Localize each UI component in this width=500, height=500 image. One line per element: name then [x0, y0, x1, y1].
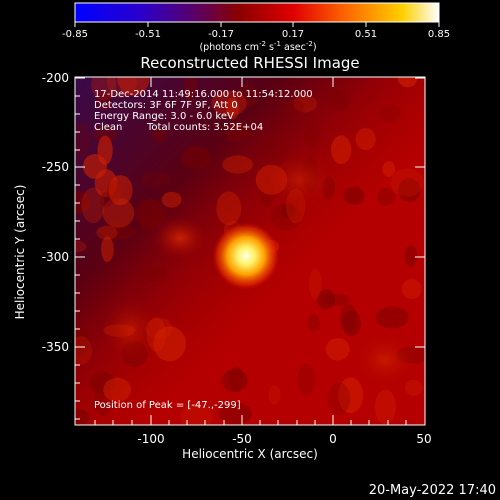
image-texture-blob: [81, 187, 105, 224]
energy-range-text: Energy Range: 3.0 - 6.0 keV: [94, 111, 234, 122]
colorbar-tick-label: -0.85: [62, 29, 88, 40]
image-texture-blob: [225, 121, 249, 142]
total-counts-text: Total counts: 3.52E+04: [146, 122, 263, 133]
image-texture-blob: [136, 199, 165, 229]
image-texture-blob: [397, 77, 418, 88]
image-texture-blob: [303, 123, 321, 148]
image-texture-blob: [75, 190, 91, 214]
image-texture-blob: [141, 266, 168, 282]
colorbar-units: (photons cm-2 s-1 asec-2): [199, 40, 316, 53]
image-texture-blob: [325, 338, 350, 361]
image-texture-blob: [282, 99, 305, 115]
image-texture-blob: [96, 225, 118, 240]
image-texture-blob: [117, 77, 150, 96]
image-texture-blob: [218, 402, 252, 425]
image-texture-blob: [297, 363, 315, 396]
image-texture-blob: [101, 236, 114, 262]
image-texture-blob: [108, 175, 133, 206]
image-texture-blob: [222, 155, 254, 174]
method-text: Clean: [94, 122, 122, 133]
image-texture-blob: [382, 161, 396, 177]
detectors-text: Detectors: 3F 6F 7F 9F, Att 0: [94, 100, 238, 111]
image-texture-blob: [221, 369, 248, 393]
image-texture-blob: [106, 77, 137, 98]
colorbar-ticks: [74, 22, 440, 27]
image-texture-blob: [184, 77, 198, 102]
plot-title: Reconstructed RHESSI Image: [140, 54, 359, 72]
image-texture-blob: [355, 128, 376, 151]
x-axis-ticks: [94, 77, 407, 425]
image-texture-blob: [331, 135, 352, 165]
image-texture-blob: [75, 408, 90, 425]
image-texture-blob: [89, 371, 116, 394]
x-tick-label: -50: [232, 432, 252, 446]
y-axis-label: Heliocentric Y (arcsec): [13, 185, 27, 320]
image-texture-blob: [216, 191, 242, 226]
image-texture-blob: [307, 314, 320, 332]
image-texture-blob: [329, 90, 351, 110]
image-texture-blob: [375, 306, 409, 329]
x-tick-label: 0: [329, 432, 337, 446]
colorbar-tick-label: 0.17: [282, 29, 304, 40]
y-tick-label: -200: [42, 71, 69, 85]
image-texture-blob: [339, 303, 357, 333]
colorbar-tick-label: -0.51: [135, 29, 161, 40]
image-texture-blob: [93, 124, 117, 143]
image-texture-blob: [140, 172, 172, 188]
solar-image: [75, 77, 425, 425]
image-texture-blob: [82, 154, 107, 179]
image-texture-blob: [379, 104, 401, 123]
image-texture-blob: [153, 326, 186, 362]
image-texture-blob: [180, 403, 213, 425]
image-texture-blob: [308, 268, 322, 300]
image-texture-blob: [75, 336, 92, 365]
image-texture-blob: [401, 279, 422, 299]
image-texture-blob: [95, 91, 113, 111]
peak-position-text: Position of Peak = [-47.,-299]: [94, 400, 241, 411]
image-texture-blob: [94, 382, 112, 416]
image-texture-blob: [405, 379, 423, 396]
image-texture-blob: [398, 178, 421, 203]
image-texture-blob: [390, 168, 424, 197]
image-texture-blob: [99, 223, 135, 240]
plot-frame: [74, 76, 426, 426]
image-texture-blob: [327, 382, 351, 416]
y-tick-label: -250: [42, 160, 69, 174]
image-texture-blob: [338, 377, 364, 414]
image-texture-blob: [404, 245, 418, 267]
image-texture-blob: [161, 191, 182, 208]
image-texture-blob: [102, 197, 135, 228]
image-texture-blob: [228, 366, 244, 391]
colorbar-tick-label: 0.85: [428, 29, 450, 40]
image-texture-blob: [376, 188, 395, 206]
footer-timestamp: 20-May-2022 17:40: [369, 483, 496, 498]
image-texture-blob: [316, 289, 336, 310]
image-texture-blob: [268, 385, 281, 405]
time-range-text: 17-Dec-2014 11:49:16.000 to 11:54:12.000: [94, 89, 313, 100]
colorbar-tick-label: 0.51: [355, 29, 377, 40]
y-axis-ticks: [75, 77, 425, 420]
image-texture-blob: [343, 186, 365, 205]
x-tick-label: 50: [416, 432, 431, 446]
image-texture-blob: [103, 377, 131, 402]
image-texture-blob: [91, 77, 116, 101]
colorbar: [74, 2, 440, 23]
image-texture-blob: [152, 126, 168, 143]
image-texture-blob: [211, 90, 247, 117]
image-texture-blob: [342, 310, 361, 337]
image-texture-blob: [293, 94, 318, 113]
flare-peak: [212, 222, 280, 290]
y-tick-label: -300: [42, 250, 69, 264]
image-texture-blob: [181, 145, 211, 170]
colorbar-tick-label: -0.17: [208, 29, 234, 40]
image-texture-blob: [374, 389, 396, 425]
y-tick-label: -350: [42, 340, 69, 354]
image-texture-blob: [75, 240, 87, 253]
x-tick-label: -100: [137, 432, 164, 446]
image-texture-blob: [75, 325, 90, 356]
x-axis-label: Heliocentric X (arcsec): [182, 447, 318, 461]
image-texture-blob: [226, 97, 240, 120]
image-texture-blob: [238, 83, 258, 107]
